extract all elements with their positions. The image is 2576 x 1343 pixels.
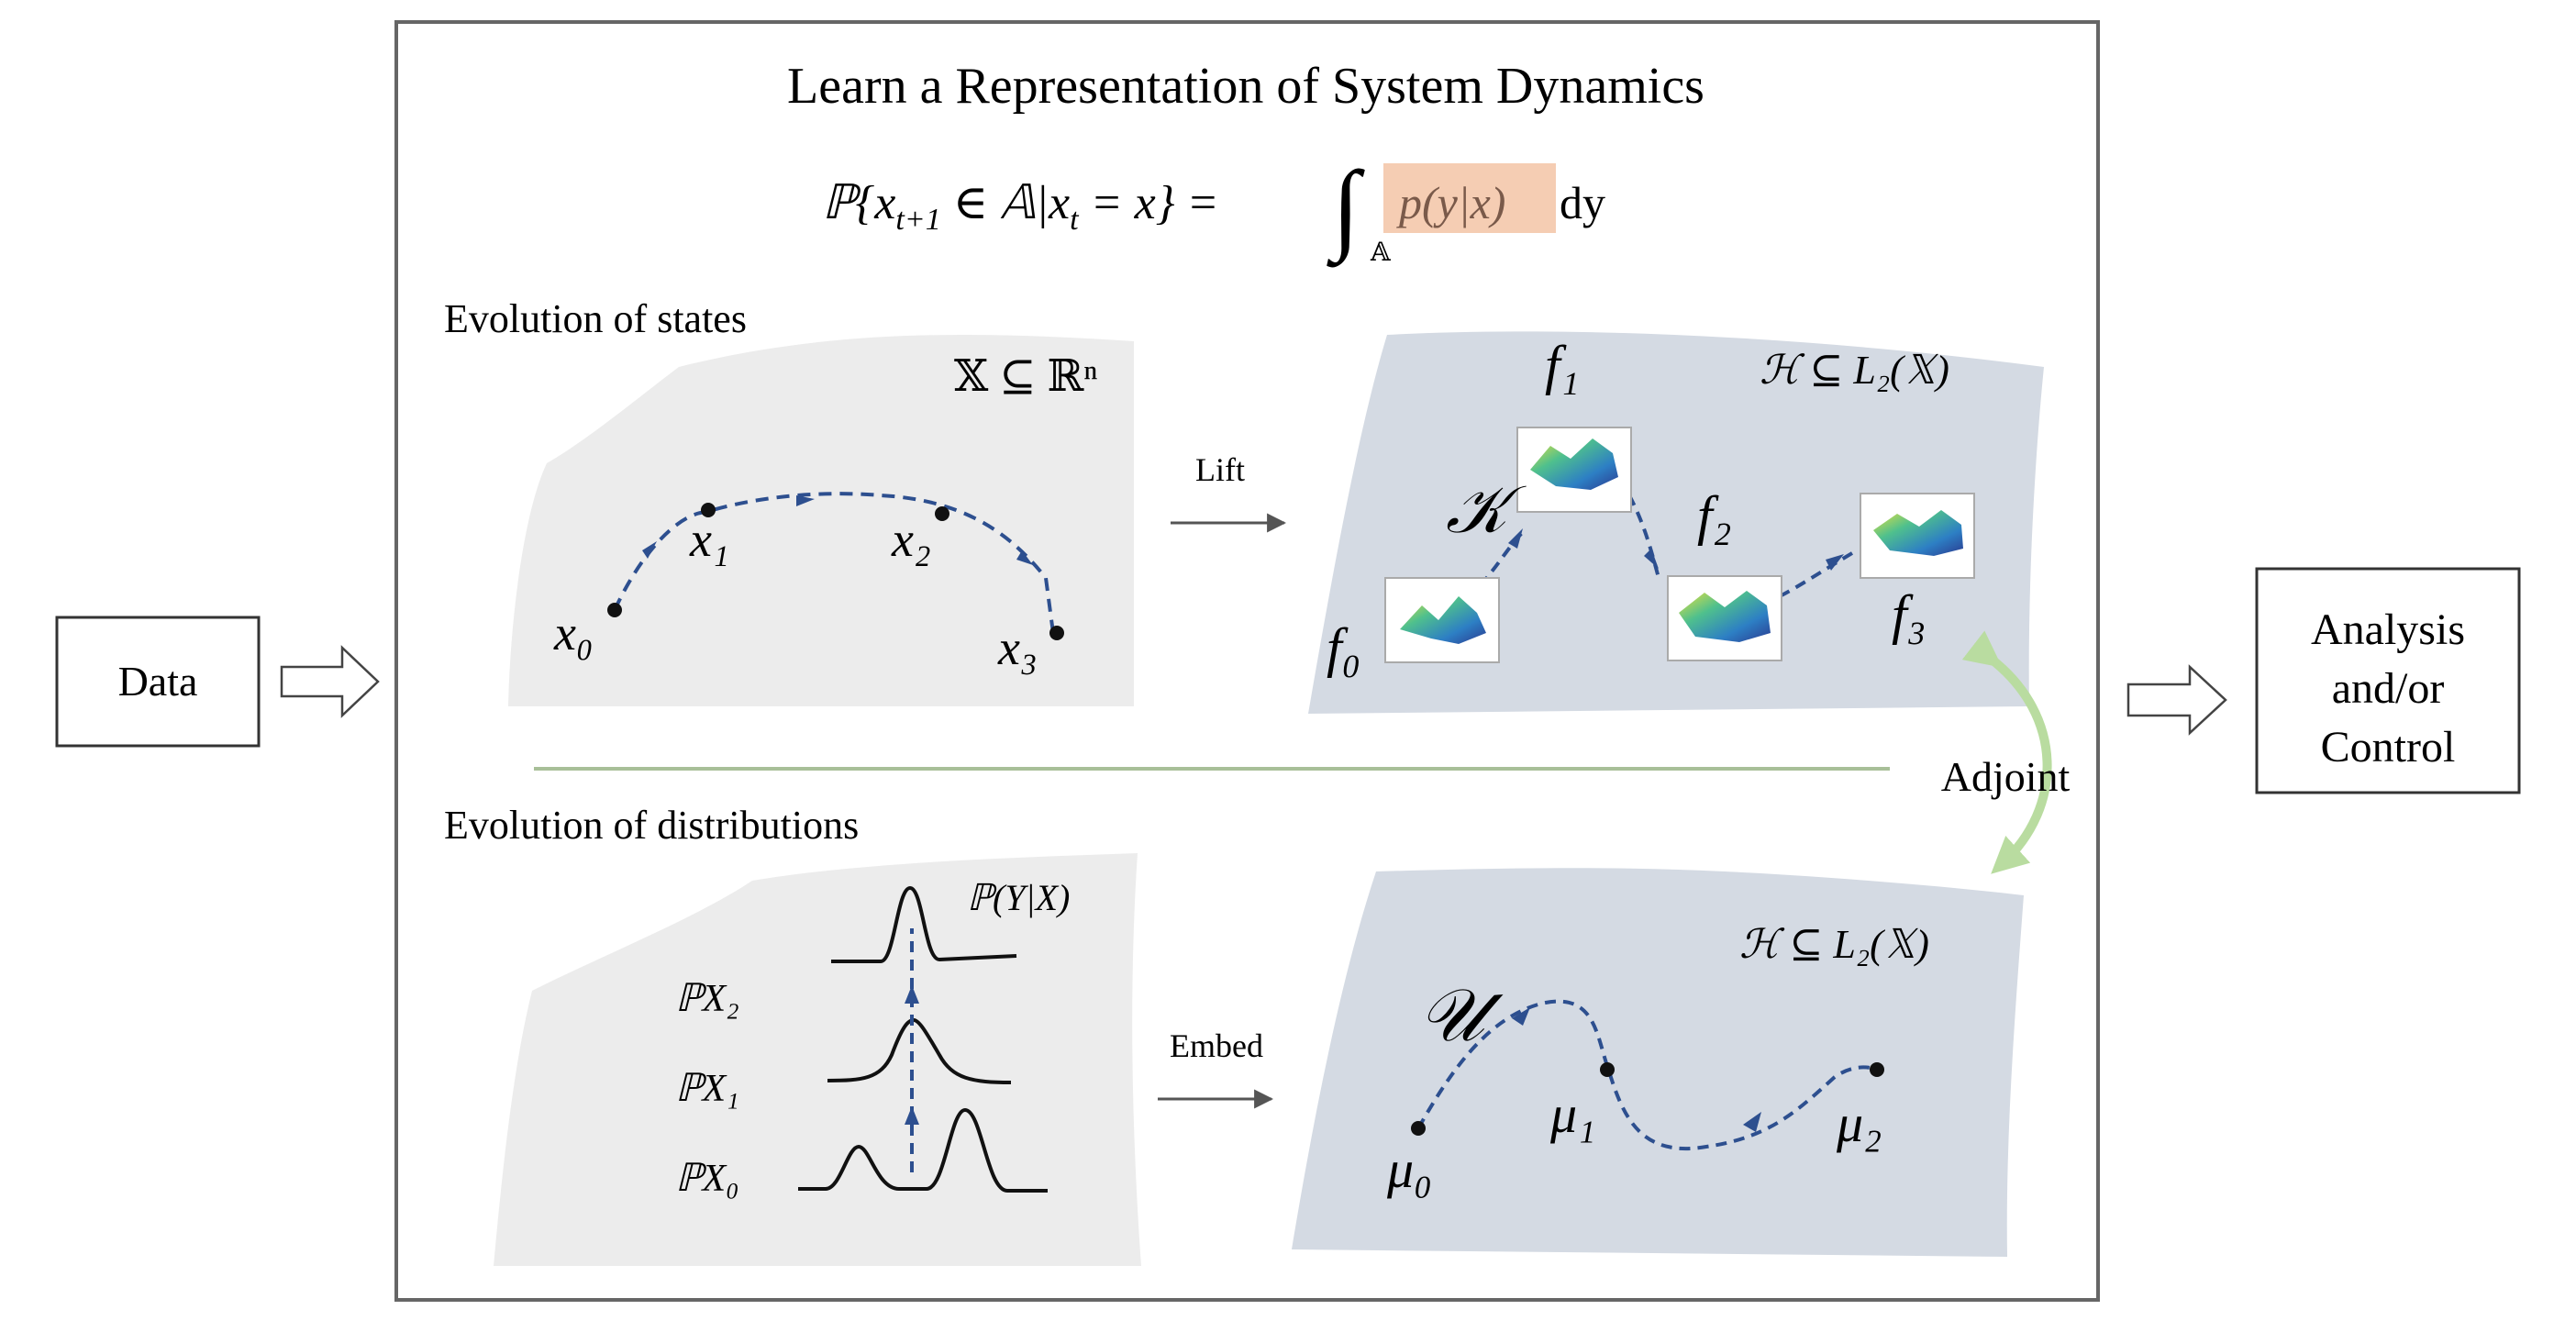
embedding-label-mu2: μ₂: [1836, 1093, 1882, 1153]
state-label-x3: x₃: [997, 620, 1038, 675]
embedding-label-mu1: μ₁: [1549, 1084, 1595, 1144]
embed-label: Embed: [1170, 1027, 1263, 1064]
equation-mid: ∈ 𝔸|x: [941, 177, 1070, 229]
panel-title: Learn a Representation of System Dynamic…: [787, 58, 1704, 115]
embedding-trajectory: [1416, 999, 1882, 1150]
marginal-label-x1: ℙX₁: [675, 1068, 739, 1110]
adjoint-arrow: [1961, 630, 2052, 874]
embedding-point-mu1: [1600, 1062, 1615, 1077]
trajectory-arrowhead: [796, 495, 815, 506]
marginal-label-x0: ℙX₀: [675, 1158, 739, 1200]
equation-sub-t1: t+1: [895, 203, 940, 237]
output-line-3: Control: [2321, 723, 2456, 771]
surface-plot-f1: [1516, 427, 1632, 513]
state-point-x1: [701, 503, 716, 517]
state-point-x2: [935, 506, 949, 521]
distribution-arrowhead: [905, 1106, 919, 1125]
distributions-section-label: Evolution of distributions: [444, 803, 859, 848]
analysis-box-frame: [2255, 567, 2521, 794]
output-arrow: [2126, 664, 2227, 736]
integrand: p(y|x): [1396, 177, 1505, 228]
state-trajectory: [613, 492, 1055, 634]
lift-label: Lift: [1195, 451, 1245, 488]
transition-equation: ℙ{xt+1 ∈ 𝔸|xt = x} = ∫ 𝔸 p(y|x) dy: [822, 150, 1605, 268]
adjoint-label: Adjoint: [1941, 753, 2071, 800]
function-arrowhead: [1826, 554, 1844, 571]
embedding-arrowhead: [1743, 1112, 1761, 1132]
equation-rhs: = x} =: [1079, 177, 1219, 229]
output-line-2: and/or: [2332, 664, 2445, 713]
state-label-x2: x₂: [891, 512, 931, 567]
function-arrowhead: [1508, 528, 1523, 549]
embedding-arrowhead: [1512, 1007, 1530, 1026]
data-box: Data: [55, 616, 261, 748]
state-space-panel: [508, 335, 1134, 706]
marginal-density-curve-x0: [798, 1107, 1048, 1193]
feature-space-label-distributions: ℋ ⊆ L₂(𝕏): [1739, 922, 1929, 967]
surface-plot-f0: [1384, 577, 1500, 663]
state-label-x0: x₀: [553, 605, 594, 660]
integral-domain: 𝔸: [1370, 239, 1392, 267]
embedding-point-mu0: [1411, 1121, 1426, 1136]
trajectory-arrowhead: [642, 541, 657, 559]
trajectory-arrowhead: [1016, 550, 1033, 565]
state-point-x3: [1049, 626, 1064, 640]
output-line-1: Analysis: [2311, 605, 2465, 654]
function-label-f1: f₁: [1545, 335, 1580, 395]
integral-sign: ∫: [1327, 150, 1365, 268]
data-box-frame: [55, 616, 261, 748]
function-arrowhead: [1644, 549, 1659, 569]
states-section-label: Evolution of states: [444, 296, 747, 341]
state-space-label: 𝕏 ⊆ ℝⁿ: [954, 352, 1097, 401]
data-label: Data: [118, 658, 198, 705]
function-label-f2: f₂: [1697, 485, 1732, 546]
embedding-label-mu0: μ₀: [1386, 1139, 1432, 1199]
integrand-highlight: [1383, 163, 1556, 233]
conditional-distribution-label: ℙ(Y|X): [967, 877, 1070, 918]
differential: dy: [1560, 177, 1605, 228]
equation-lhs: ℙ{x: [822, 177, 895, 229]
input-arrow: [280, 645, 380, 718]
equation-sub-t: t: [1070, 203, 1080, 237]
svg-text:ℙ{xt+1 ∈ 𝔸|xt = x} =: ℙ{xt+1 ∈ 𝔸|xt = x} =: [822, 177, 1219, 237]
surface-plot-f3: [1860, 493, 1975, 579]
analysis-control-box: Analysis and/or Control: [2255, 567, 2521, 794]
marginal-label-x2: ℙX₂: [675, 978, 739, 1020]
embedding-point-mu2: [1870, 1062, 1884, 1077]
feature-space-label-states: ℋ ⊆ L₂(𝕏): [1760, 348, 1949, 393]
surface-plot-f2: [1667, 575, 1782, 661]
conditional-density-curve: [831, 885, 1017, 963]
feature-space-panel-distributions: [1292, 868, 2024, 1257]
distribution-arrowhead: [905, 985, 919, 1004]
function-label-f3: f₃: [1892, 584, 1926, 645]
function-label-f0: f₀: [1327, 617, 1361, 678]
state-label-x1: x₁: [689, 512, 729, 567]
state-point-x0: [607, 603, 622, 617]
